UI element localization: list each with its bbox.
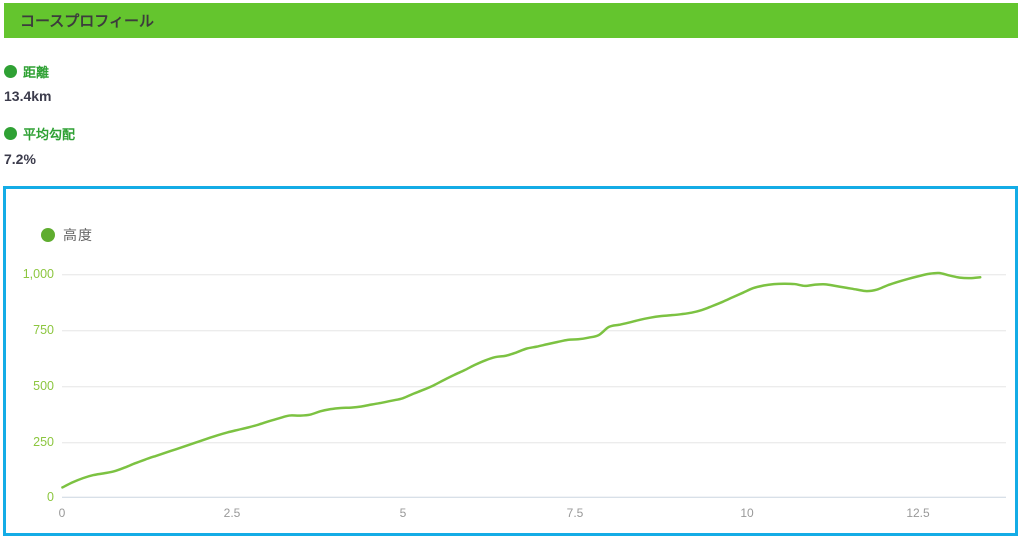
svg-text:10: 10: [740, 506, 754, 520]
svg-text:0: 0: [59, 506, 66, 520]
svg-text:1,000: 1,000: [23, 267, 54, 281]
svg-text:7.5: 7.5: [567, 506, 584, 520]
svg-text:5: 5: [400, 506, 407, 520]
svg-text:0: 0: [47, 490, 54, 504]
svg-text:250: 250: [33, 435, 54, 449]
svg-text:750: 750: [33, 323, 54, 337]
svg-text:2.5: 2.5: [224, 506, 241, 520]
svg-text:12.5: 12.5: [906, 506, 930, 520]
svg-text:500: 500: [33, 379, 54, 393]
